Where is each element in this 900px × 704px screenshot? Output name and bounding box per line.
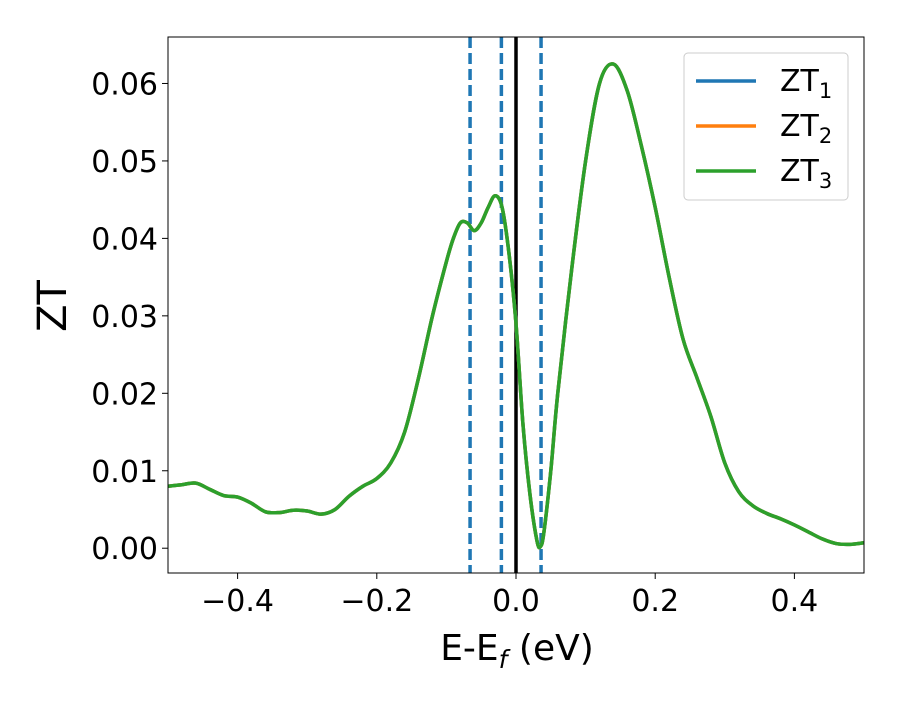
x-tick-label: 0.0 (492, 584, 540, 619)
y-tick-label: 0.02 (91, 377, 158, 412)
y-tick-label: 0.03 (91, 300, 158, 335)
legend-label-zt3: ZT3 (780, 154, 832, 193)
plot-marks (168, 37, 864, 573)
x-tick-label: 0.4 (771, 584, 819, 619)
y-tick-label: 0.05 (91, 145, 158, 180)
y-axis-ticks: 0.00 0.01 0.02 0.03 0.04 0.05 0.06 (91, 67, 168, 567)
x-tick-label: 0.2 (631, 584, 679, 619)
legend-label-zt2: ZT2 (780, 109, 832, 148)
series-line-zt3 (168, 62, 864, 550)
y-tick-label: 0.06 (91, 67, 158, 102)
y-tick-label: 0.01 (91, 455, 158, 490)
x-tick-label: −0.2 (340, 584, 413, 619)
x-tick-label: −0.4 (201, 584, 274, 619)
y-axis-label: ZT (30, 280, 76, 332)
x-axis-label: E-Ef (eV) (440, 628, 594, 674)
x-axis-ticks: −0.4 −0.2 0.0 0.2 0.4 (201, 573, 818, 619)
y-tick-label: 0.00 (91, 532, 158, 567)
plot-area (168, 37, 864, 573)
y-tick-label: 0.04 (91, 222, 158, 257)
legend-label-zt1: ZT1 (780, 64, 832, 103)
legend: ZT1 ZT2 ZT3 (683, 52, 849, 201)
legend-box (683, 52, 849, 201)
